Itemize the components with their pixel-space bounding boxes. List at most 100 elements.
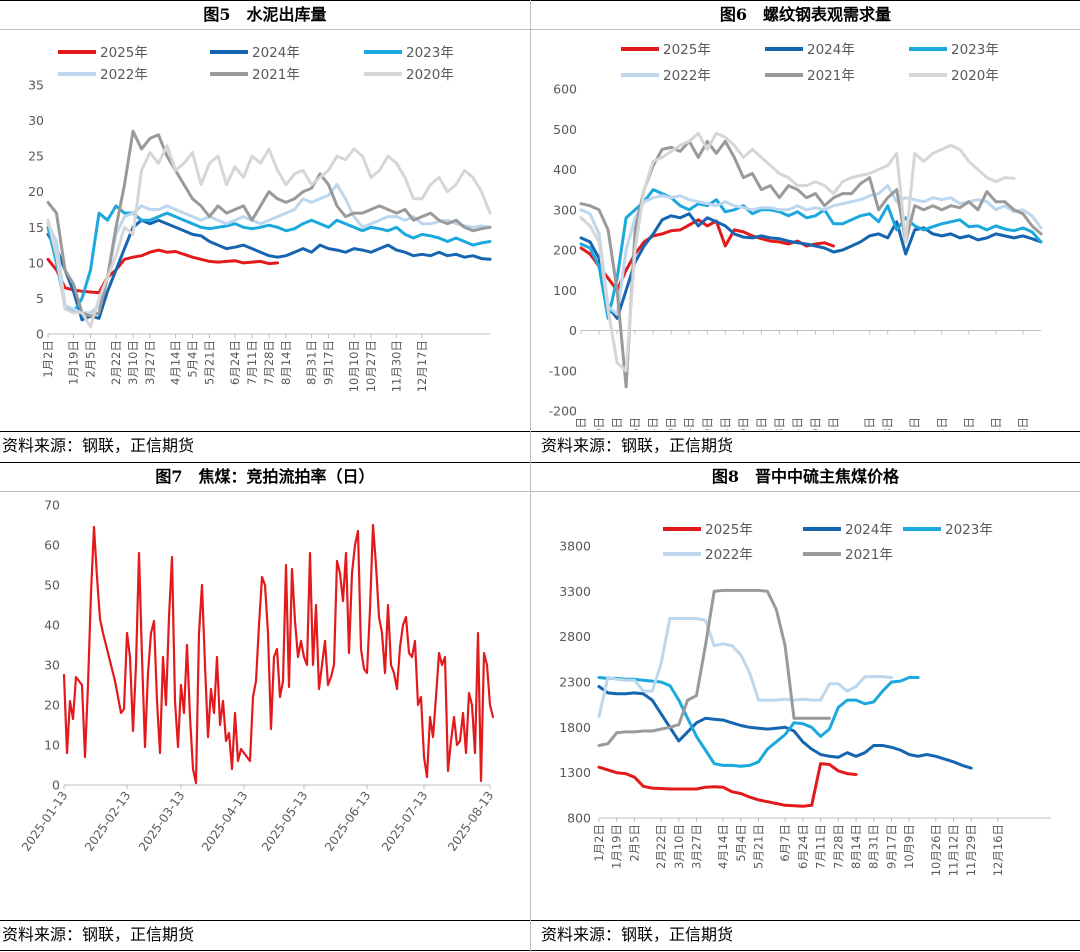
y-tick-label: 40: [44, 618, 60, 633]
y-tick-label: 5: [36, 291, 44, 306]
x-tick-label: 2025-07-13: [379, 789, 430, 854]
series-line-5: [579, 139, 1043, 389]
series-line-3: [597, 676, 920, 768]
series-line-2: [597, 685, 973, 770]
rebar-demand-chart: -200 -100 0 100 200 300 400 500 600 1月1日 1月20日 2月7日…: [549, 42, 1043, 430]
series-line-2: [579, 212, 1043, 320]
series-line-1: [579, 218, 835, 292]
x-tick-label: 3月27日: [143, 340, 157, 385]
x-tick-label: 10月25日: [935, 417, 949, 430]
figure-title: 图7 焦煤：竞拍流拍率（日）: [155, 467, 375, 486]
x-tick-label: 8月14日: [279, 340, 293, 385]
legend-label: 2024年: [252, 45, 300, 61]
y-tick-label: 35: [28, 78, 44, 93]
legend-label: 2021年: [807, 68, 855, 84]
x-tick-label: 1月19日: [610, 824, 624, 869]
y-tick-label: 15: [28, 220, 44, 235]
x-tick-label: 2025-05-13: [259, 789, 310, 854]
figure-title: 图8 晋中中硫主焦煤价格: [711, 467, 900, 486]
y-tick-label: 25: [28, 149, 44, 164]
y-tick-label: 1300: [559, 765, 591, 780]
y-tick-label: 20: [44, 698, 60, 713]
legend-label: 2025年: [100, 45, 148, 61]
y-tick-label: 30: [44, 658, 60, 673]
figure-title: 图5 水泥出库量: [203, 5, 327, 24]
legend-label: 2025年: [663, 42, 711, 58]
x-tick-label: 1月20日: [592, 417, 606, 430]
x-tick-label: 2月26日: [628, 417, 642, 430]
series-line-4: [597, 617, 893, 718]
y-tick-label: 10: [28, 255, 44, 270]
y-tick-label: 20: [28, 184, 44, 199]
x-tick-label: 7月15日: [790, 417, 804, 430]
legend-label: 2022年: [705, 547, 753, 563]
x-tick-label: 11月29日: [964, 824, 978, 876]
x-tick-label: 11月12日: [962, 417, 976, 430]
x-tick-label: 6月7日: [778, 824, 792, 862]
legend-label: 2023年: [945, 522, 993, 538]
x-tick-label: 2月5日: [84, 340, 98, 378]
x-tick-label: 5月29日: [736, 417, 750, 430]
x-tick-label: 8月31日: [867, 824, 881, 869]
y-tick-label: 2300: [559, 675, 591, 690]
source-divider: [0, 920, 1080, 921]
x-tick-label: 2025-02-13: [82, 789, 133, 854]
title-divider: [0, 29, 1080, 30]
x-tick-label: 9月17日: [884, 824, 898, 869]
series-line-1: [46, 248, 279, 295]
series-line-3: [46, 204, 492, 315]
x-tick-label: 12月16日: [991, 824, 1005, 876]
y-tick-label: 100: [553, 283, 577, 298]
coking-coal-price-chart: 800 1300 1800 2300 2800 3300 3800 1月2日 1月19日 2月5日…: [559, 522, 1051, 876]
series-line-3: [579, 188, 1043, 320]
x-tick-label: 11月12日: [947, 824, 961, 876]
y-tick-label: 300: [553, 202, 577, 217]
x-tick-label: 5月21日: [752, 824, 766, 869]
series-line-1: [597, 762, 858, 808]
x-tick-label: 5月4日: [186, 340, 200, 378]
legend-label: 2025年: [705, 522, 753, 538]
x-tick-label: 3月27日: [689, 824, 703, 869]
y-tick-label: 3300: [559, 584, 591, 599]
x-tick-label: 6月28日: [772, 417, 786, 430]
x-tick-label: 2月22日: [654, 824, 668, 869]
x-tick-label: 3月29日: [664, 417, 678, 430]
x-tick-label: 4月14日: [682, 417, 696, 430]
series-line-1: [62, 523, 495, 785]
x-tick-label: 1月19日: [67, 340, 81, 385]
x-tick-label: 8月14日: [827, 417, 841, 430]
x-tick-label: 9月17日: [322, 340, 336, 385]
series-line-6: [579, 131, 1016, 373]
x-tick-label: 2月22日: [109, 340, 123, 385]
figure-title: 图6 螺纹钢表观需求量: [719, 5, 892, 24]
x-tick-label: 7月28日: [831, 824, 845, 869]
x-tick-label: 10月27日: [364, 340, 378, 392]
legend-label: 2023年: [406, 45, 454, 61]
series-line-5: [46, 129, 492, 318]
legend-label: 2022年: [100, 67, 148, 83]
y-tick-label: 50: [44, 578, 60, 593]
x-tick-label: 8月14日: [849, 824, 863, 869]
y-tick-label: 600: [553, 82, 577, 97]
y-tick-label: 200: [553, 243, 577, 258]
legend-label: 2023年: [951, 42, 999, 58]
source-note: 资料来源：钢联，正信期货: [541, 925, 734, 944]
y-tick-label: 3800: [559, 539, 591, 554]
x-tick-label: 4月29日: [700, 417, 714, 430]
y-tick-label: 800: [567, 811, 591, 826]
x-tick-label: 2月5日: [627, 824, 641, 862]
x-tick-label: 4月14日: [169, 340, 183, 385]
y-tick-label: 2800: [559, 629, 591, 644]
x-tick-label: 2月7日: [610, 417, 624, 430]
y-tick-label: 0: [36, 327, 44, 342]
x-tick-label: 1月2日: [41, 340, 55, 378]
legend-label: 2021年: [252, 67, 300, 83]
column-divider: [530, 0, 531, 952]
y-tick-label: 500: [553, 122, 577, 137]
x-tick-label: 3月14日: [646, 417, 660, 430]
row-divider: [0, 462, 1080, 463]
x-tick-label: 9月18日: [881, 417, 895, 430]
series-line-4: [579, 184, 1043, 316]
x-tick-label: 3月10日: [672, 824, 686, 869]
